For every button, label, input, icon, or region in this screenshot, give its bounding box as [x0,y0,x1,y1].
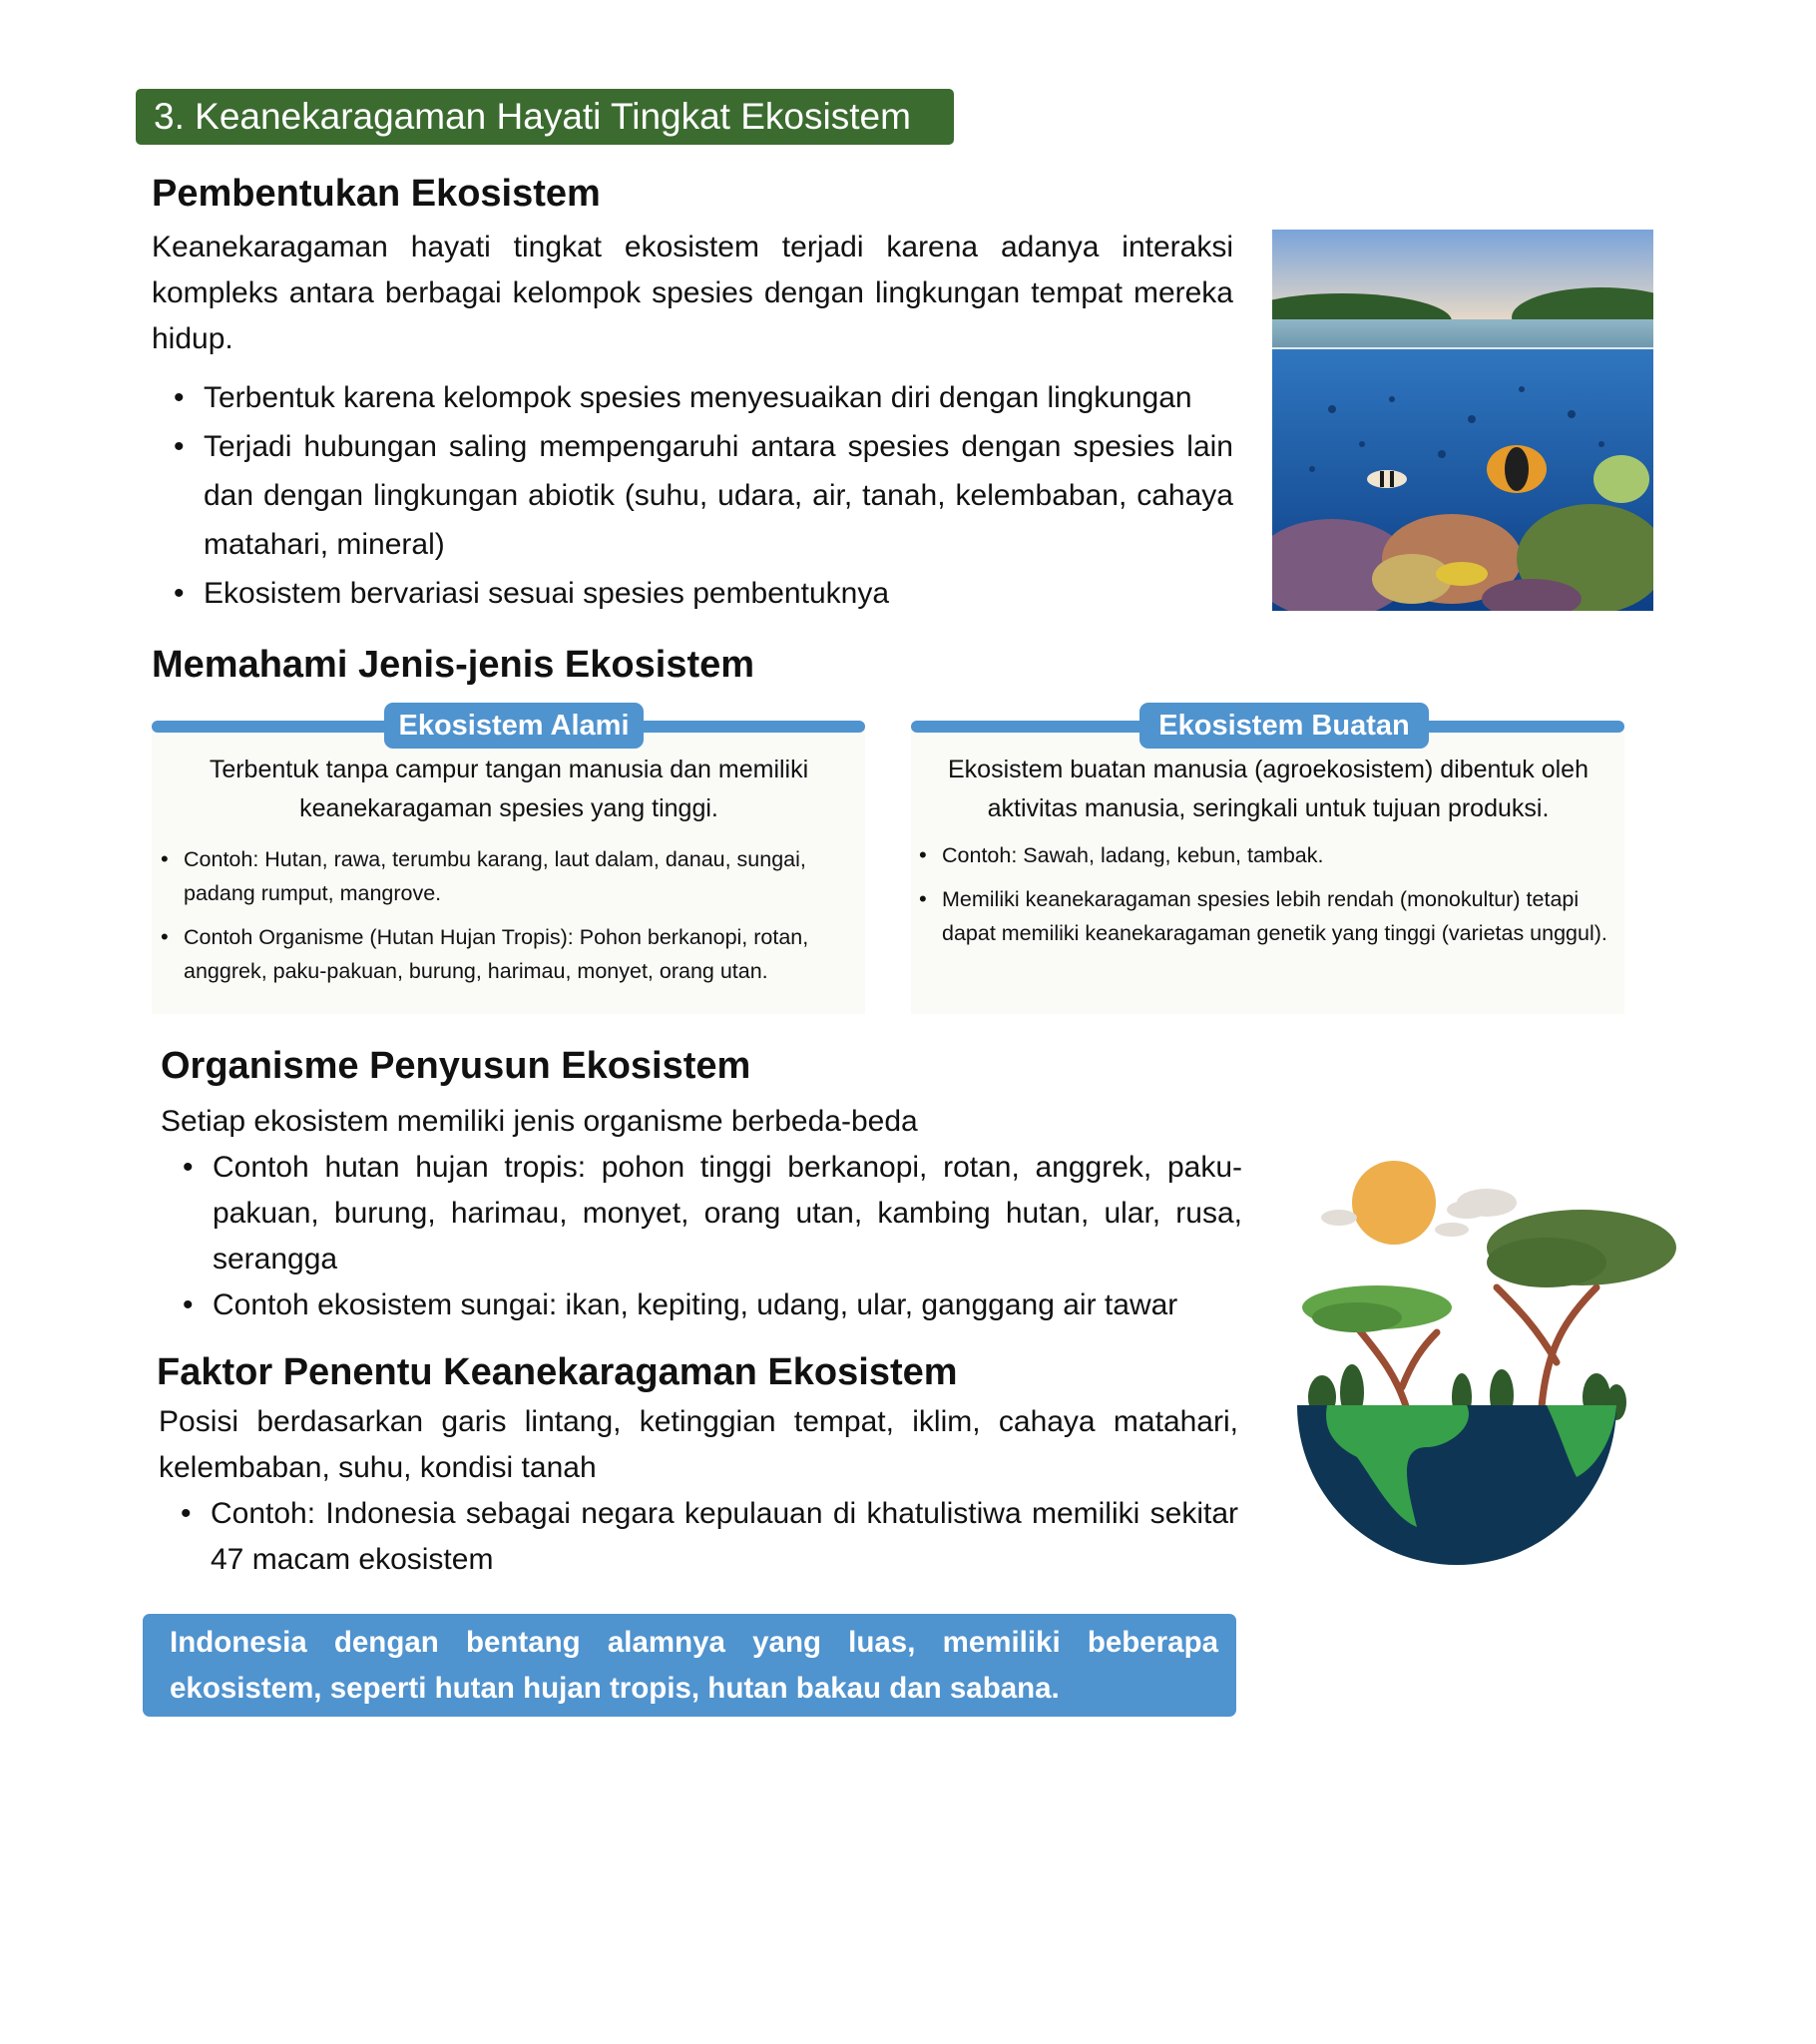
list-item: Contoh Organisme (Hutan Hujan Tropis): P… [157,920,855,988]
pill-ekosistem-buatan: Ekosistem Buatan [1139,703,1429,749]
pill-ekosistem-alami: Ekosistem Alami [384,703,644,749]
faktor-list: Contoh: Indonesia sebagai negara kepulau… [159,1491,1238,1583]
reef-photo [1272,230,1653,611]
list-item: Contoh: Sawah, ladang, kebun, tambak. [915,838,1613,872]
pembentukan-intro: Keanekaragaman hayati tingkat ekosistem … [152,231,1233,355]
list-item: Contoh: Indonesia sebagai negara kepulau… [159,1491,1238,1583]
pembentukan-list: Terbentuk karena kelompok spesies menyes… [152,373,1233,618]
buatan-list: Contoh: Sawah, ladang, kebun, tambak. Me… [915,838,1613,960]
organisme-list: Contoh hutan hujan tropis: pohon tinggi … [161,1145,1242,1328]
faktor-intro: Posisi berdasarkan garis lintang, keting… [159,1405,1238,1484]
list-item: Terbentuk karena kelompok spesies menyes… [152,373,1233,422]
list-item: Memiliki keanekaragaman spesies lebih re… [915,882,1613,950]
heading-faktor: Faktor Penentu Keanekaragaman Ekosistem [157,1351,958,1393]
organisme-intro: Setiap ekosistem memiliki jenis organism… [161,1105,918,1138]
list-item: Terjadi hubungan saling mempengaruhi ant… [152,422,1233,569]
buatan-description: Ekosistem buatan manusia (agroekosistem)… [947,756,1589,822]
alami-list: Contoh: Hutan, rawa, terumbu karang, lau… [157,842,855,998]
alami-description: Terbentuk tanpa campur tangan manusia da… [209,756,809,822]
callout-box: Indonesia dengan bentang alamnya yang lu… [143,1614,1236,1717]
heading-pembentukan: Pembentukan Ekosistem [152,173,601,215]
heading-jenis: Memahami Jenis-jenis Ekosistem [152,644,755,686]
list-item: Contoh: Hutan, rawa, terumbu karang, lau… [157,842,855,910]
list-item: Contoh ekosistem sungai: ikan, kepiting,… [161,1282,1242,1328]
heading-organisme: Organisme Penyusun Ekosistem [161,1045,751,1087]
list-item: Contoh hutan hujan tropis: pohon tinggi … [161,1145,1242,1282]
earth-illustration [1297,1161,1676,1565]
section-banner: 3. Keanekaragaman Hayati Tingkat Ekosist… [136,89,954,145]
list-item: Ekosistem bervariasi sesuai spesies pemb… [152,569,1233,618]
